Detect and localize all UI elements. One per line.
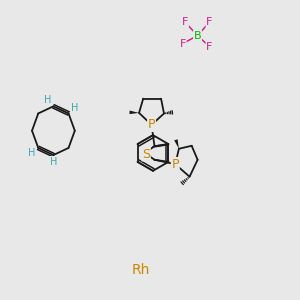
Text: H: H bbox=[71, 103, 78, 113]
Text: Rh: Rh bbox=[132, 263, 150, 278]
Text: P: P bbox=[172, 158, 179, 171]
Text: F: F bbox=[206, 17, 213, 27]
Polygon shape bbox=[174, 139, 179, 149]
Text: F: F bbox=[179, 39, 186, 49]
Text: F: F bbox=[182, 17, 188, 27]
Text: H: H bbox=[44, 95, 52, 105]
Text: H: H bbox=[50, 157, 57, 166]
Text: H: H bbox=[28, 148, 35, 158]
Text: F: F bbox=[206, 42, 213, 52]
Polygon shape bbox=[129, 110, 139, 114]
Text: P: P bbox=[148, 118, 155, 131]
Text: B: B bbox=[194, 31, 201, 40]
Text: S: S bbox=[142, 148, 150, 161]
